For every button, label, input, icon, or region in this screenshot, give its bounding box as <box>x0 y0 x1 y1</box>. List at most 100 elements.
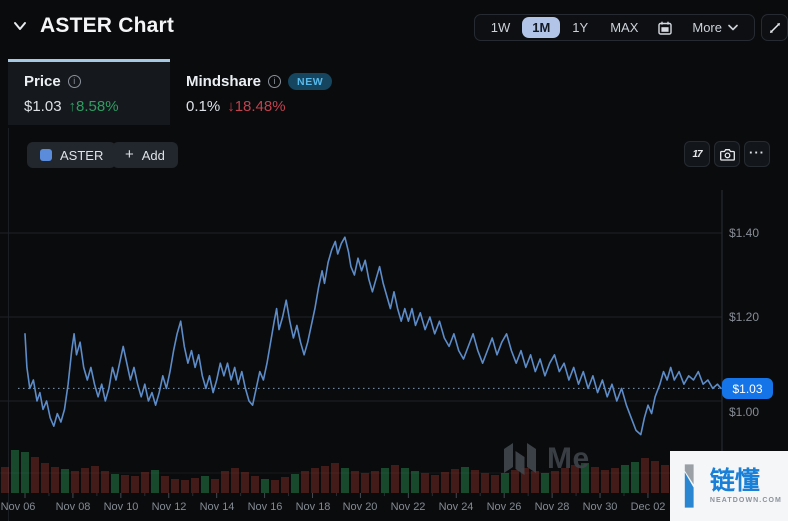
volume-bar <box>411 471 419 493</box>
site-domain: NEATDOWN.COM <box>709 497 782 504</box>
mindshare-change: ↓18.48% <box>227 98 286 115</box>
x-axis-label: Nov 22 <box>390 501 426 513</box>
volume-bar <box>601 470 609 493</box>
volume-bar <box>391 465 399 493</box>
volume-bar <box>571 465 579 493</box>
volume-bar <box>251 476 259 493</box>
range-button-max[interactable]: MAX <box>610 20 639 35</box>
expand-button[interactable] <box>761 14 788 41</box>
volume-bar <box>561 468 569 493</box>
aster-series-button[interactable]: ASTER <box>27 142 117 168</box>
y-axis-label: $1.00 <box>729 405 760 419</box>
series-label: ASTER <box>60 147 104 163</box>
range-button-1m[interactable]: 1M <box>522 17 561 38</box>
volume-bar <box>491 475 499 493</box>
range-button-1w[interactable]: 1W <box>490 20 511 35</box>
volume-bar <box>161 476 169 493</box>
page-title: ASTER Chart <box>40 14 175 37</box>
volume-bar <box>1 467 9 493</box>
site-name: 链懂 <box>709 467 760 495</box>
price-chart-svg[interactable] <box>0 190 788 521</box>
volume-bar <box>481 473 489 493</box>
camera-icon <box>719 148 735 161</box>
mindshare-tab-label: Mindshare <box>186 73 262 90</box>
volume-bar <box>141 472 149 493</box>
volume-bar <box>91 466 99 493</box>
more-button[interactable]: More <box>682 17 748 38</box>
x-axis-label: Nov 28 <box>534 501 570 513</box>
volume-bar <box>121 475 129 493</box>
up-arrow-icon: ↑ <box>68 98 77 115</box>
volume-bar <box>11 450 19 493</box>
volume-bar <box>551 471 559 493</box>
range-button-1y[interactable]: 1Y <box>572 20 589 35</box>
x-axis-label: Nov 08 <box>55 501 91 513</box>
volume-bar <box>581 463 589 493</box>
volume-bar <box>101 471 109 493</box>
volume-bar <box>201 476 209 493</box>
price-line-series <box>24 236 722 436</box>
volume-bar <box>261 479 269 493</box>
volume-bar <box>171 479 179 493</box>
down-arrow-icon: ↓ <box>227 98 235 115</box>
volume-bar <box>651 461 659 493</box>
site-logo-icon <box>684 464 694 508</box>
collapse-chevron-icon[interactable] <box>13 21 27 31</box>
price-info-icon[interactable]: i <box>67 75 81 88</box>
volume-bar <box>611 468 619 493</box>
calendar-button[interactable] <box>650 18 680 38</box>
volume-bar <box>661 465 669 493</box>
volume-bar <box>531 471 539 493</box>
volume-bar <box>351 471 359 493</box>
volume-bar <box>231 468 239 493</box>
volume-bar <box>341 468 349 493</box>
volume-bar <box>61 469 69 493</box>
price-plot-area[interactable]: Me $1.03 链懂 NEATDOWN.COM $1.40 $1.20 $1.00… <box>0 190 788 521</box>
volume-bar <box>521 468 529 493</box>
tab-mindshare[interactable]: Mindshare i NEW 0.1% ↓18.48% <box>170 59 355 125</box>
y-axis-label: $1.40 <box>729 226 760 240</box>
x-axis-label: Nov 18 <box>295 501 331 513</box>
volume-bar <box>421 473 429 493</box>
current-price-badge: $1.03 <box>722 378 773 399</box>
price-change: ↑8.58% <box>68 98 119 115</box>
volume-bar <box>321 466 329 493</box>
volume-bar <box>471 470 479 493</box>
volume-bar <box>131 476 139 493</box>
x-axis-label: Nov 24 <box>438 501 474 513</box>
volume-bar <box>271 480 279 493</box>
mindshare-value: 0.1% <box>186 98 221 115</box>
x-axis-label: Nov 10 <box>103 501 139 513</box>
volume-bar <box>381 468 389 493</box>
volume-bar <box>631 462 639 493</box>
mindshare-info-icon[interactable]: i <box>268 75 282 88</box>
expand-icon <box>769 22 780 33</box>
volume-bar <box>641 458 649 493</box>
volume-bar <box>51 467 59 493</box>
volume-bar <box>441 472 449 493</box>
more-label: More <box>692 20 722 35</box>
tab-price[interactable]: Price i $1.03 ↑8.58% <box>8 59 170 125</box>
tradingview-button[interactable]: 17 <box>684 141 710 167</box>
chevron-down-icon <box>728 24 738 31</box>
y-axis-label: $1.20 <box>729 310 760 324</box>
price-tab-label: Price <box>24 73 61 90</box>
volume-bar <box>401 468 409 493</box>
volume-bar <box>431 475 439 493</box>
volume-bar <box>241 472 249 493</box>
volume-bar <box>331 463 339 493</box>
x-axis-label: Nov 20 <box>342 501 378 513</box>
volume-bar <box>291 474 299 493</box>
volume-bar <box>21 452 29 493</box>
x-axis-label: Nov 16 <box>247 501 283 513</box>
volume-bar <box>511 470 519 493</box>
ellipsis-icon: ··· <box>749 144 765 160</box>
add-series-button[interactable]: + Add <box>112 142 178 168</box>
volume-bar <box>281 477 289 493</box>
chart-menu-button[interactable]: ··· <box>744 141 770 167</box>
volume-bar <box>621 465 629 493</box>
volume-bar <box>311 468 319 493</box>
volume-bar <box>451 469 459 493</box>
volume-bar <box>31 457 39 493</box>
screenshot-button[interactable] <box>714 141 740 167</box>
